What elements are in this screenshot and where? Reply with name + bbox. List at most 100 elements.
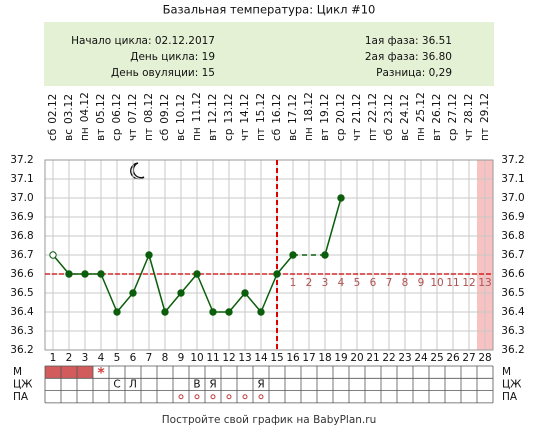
- phase2-label: 12: [462, 277, 475, 289]
- weekday: вс: [175, 129, 187, 141]
- point: [129, 289, 137, 297]
- date-label: сб 02.12: [47, 94, 59, 141]
- row-label: ЦЖ: [502, 378, 522, 390]
- line-segment: [132, 254, 150, 294]
- y-tick-label: 36.5: [10, 287, 33, 299]
- row-label: ЦЖ: [13, 378, 33, 390]
- weekday: пт: [479, 128, 491, 141]
- date-label: чт 28.12: [463, 94, 475, 141]
- weekday: пт: [367, 128, 379, 141]
- x-tick-label: 7: [146, 352, 153, 364]
- info-text: Начало цикла: 02.12.2017: [71, 35, 215, 47]
- weekday: ср: [111, 128, 123, 141]
- footer-text: Постройте свой график на BabyPlan.ru: [162, 414, 376, 426]
- y-tick-label: 36.4: [10, 306, 34, 318]
- x-tick-label: 15: [270, 352, 283, 364]
- date-label: сб 09.12: [159, 94, 171, 141]
- cm-mark: Я: [257, 378, 264, 390]
- weekday: пт: [255, 128, 267, 141]
- x-tick-label: 6: [130, 352, 137, 364]
- y-tick-label: 37.1: [501, 173, 524, 185]
- y-tick-label: 36.9: [501, 211, 524, 223]
- x-tick-label: 8: [162, 352, 169, 364]
- point: [241, 289, 249, 297]
- point: [289, 251, 297, 259]
- date: 24.12: [399, 94, 411, 124]
- date: 07.12: [127, 94, 139, 124]
- weekday: пн: [415, 127, 427, 141]
- date: 27.12: [447, 93, 459, 123]
- y-tick-label: 37.2: [501, 154, 524, 166]
- x-tick-label: 27: [462, 352, 475, 364]
- date: 03.12: [63, 94, 75, 124]
- weekday: чт: [127, 129, 139, 141]
- y-tick-label: 36.3: [501, 325, 524, 337]
- phase2-label: 10: [430, 277, 443, 289]
- x-tick-label: 24: [414, 352, 428, 364]
- date: 13.12: [223, 93, 235, 123]
- row-label: М: [502, 366, 511, 378]
- y-tick-label: 37.0: [10, 192, 33, 204]
- cm-mark: В: [193, 378, 200, 390]
- y-tick-label: 36.6: [501, 268, 525, 280]
- date-label: сб 16.12: [271, 94, 283, 141]
- phase2-label: 3: [322, 277, 329, 289]
- date: 14.12: [239, 94, 251, 124]
- x-tick-label: 10: [190, 352, 203, 364]
- date: 28.12: [463, 94, 475, 124]
- x-tick-label: 16: [286, 352, 300, 364]
- phase2-label: 13: [478, 277, 491, 289]
- point: [145, 251, 153, 259]
- weekday: сб: [383, 129, 395, 141]
- x-tick-label: 2: [66, 352, 73, 364]
- cm-mark: Л: [129, 378, 137, 390]
- point: [257, 308, 265, 316]
- date: 29.12: [479, 93, 491, 123]
- point: [81, 270, 89, 278]
- date: 10.12: [175, 94, 187, 124]
- x-tick-label: 28: [478, 352, 491, 364]
- point: [49, 251, 57, 259]
- point: [337, 194, 345, 202]
- weekday: пн: [303, 127, 315, 141]
- line-segment: [244, 292, 262, 313]
- phase2-label: 2: [306, 277, 313, 289]
- point: [65, 270, 73, 278]
- x-tick-label: 21: [366, 352, 379, 364]
- point: [161, 308, 169, 316]
- x-tick-label: 19: [334, 352, 347, 364]
- x-tick-label: 17: [302, 352, 315, 364]
- line-segment: [196, 273, 214, 313]
- date-label: вс 17.12: [287, 94, 299, 141]
- x-tick-label: 26: [446, 352, 460, 364]
- date-label: ср 27.12: [447, 93, 459, 141]
- info-text: День цикла: 19: [130, 51, 215, 63]
- y-tick-label: 37.2: [10, 154, 33, 166]
- point: [177, 289, 185, 297]
- date: 04.12: [79, 92, 91, 122]
- line-segment: [52, 254, 70, 275]
- weekday: чт: [463, 129, 475, 141]
- weekday: ср: [447, 128, 459, 141]
- weekday: вт: [95, 129, 107, 141]
- date: 15.12: [255, 93, 267, 123]
- phase2-label: 6: [370, 277, 377, 289]
- date-label: вт 05.12: [95, 94, 107, 141]
- x-tick-label: 3: [82, 352, 89, 364]
- date: 25.12: [415, 92, 427, 122]
- date-label: ср 13.12: [223, 93, 235, 141]
- weekday: сб: [47, 129, 59, 141]
- plot-frame: [44, 159, 494, 351]
- date-label: пт 15.12: [255, 93, 267, 141]
- date-label: вт 12.12: [207, 94, 219, 141]
- date: 20.12: [335, 93, 347, 123]
- point: [113, 308, 121, 316]
- date: 08.12: [143, 93, 155, 123]
- date-label: вс 10.12: [175, 94, 187, 141]
- date-label: ср 20.12: [335, 93, 347, 141]
- date-label: вс 24.12: [399, 94, 411, 141]
- y-tick-label: 36.5: [501, 287, 524, 299]
- date: 05.12: [95, 94, 107, 124]
- m-cell: [45, 366, 61, 379]
- weekday: вс: [63, 129, 75, 141]
